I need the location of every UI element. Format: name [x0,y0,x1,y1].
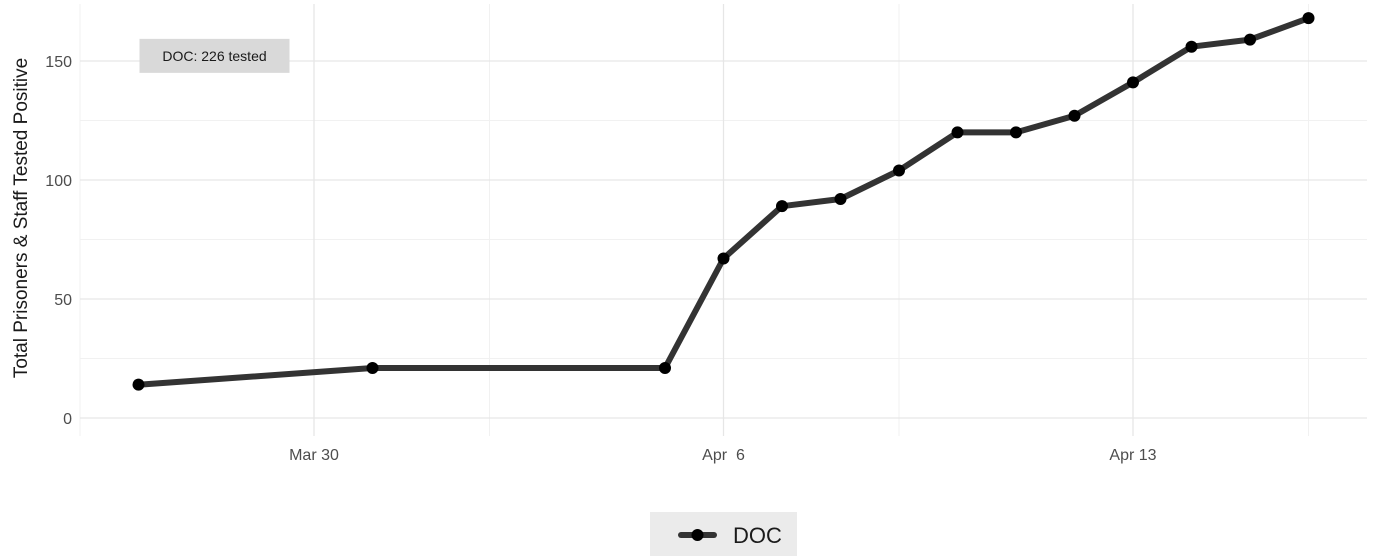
data-point [659,362,671,375]
data-point [1244,33,1256,46]
x-tick-label: Apr 6 [702,447,745,464]
y-tick-label: 100 [45,173,72,190]
y-axis-ticks: 0 50 100 150 [45,54,72,428]
x-axis-ticks: Mar 30 Apr 6 Apr 13 [289,447,1157,464]
y-tick-label: 0 [63,411,72,428]
legend: DOC [650,512,797,556]
data-point [1127,76,1139,89]
y-tick-label: 150 [45,54,72,71]
x-tick-label: Apr 13 [1109,447,1156,464]
annotation-box [139,38,290,73]
x-tick-label: Mar 30 [289,447,339,464]
y-tick-label: 50 [54,292,72,309]
data-point [366,362,379,375]
data-point [1068,109,1081,122]
data-point [1010,126,1022,139]
data-point [1302,12,1315,25]
legend-key-point [691,529,704,541]
data-point [132,378,145,391]
annotation-layer: DOC: 226 tested [139,38,290,73]
data-point [776,200,788,213]
legend-background [650,512,797,556]
data-point [951,126,964,139]
data-point [834,193,847,206]
major-gridlines [80,4,1367,436]
data-point [893,164,905,177]
series-layer [132,12,1315,391]
legend-label: DOC [733,523,782,548]
data-point [1185,40,1198,53]
series-line-doc [135,15,1312,388]
y-axis-title: Total Prisoners & Staff Tested Positive [11,58,32,378]
annotation-label: DOC: 226 tested [162,48,266,64]
data-point [717,252,730,265]
